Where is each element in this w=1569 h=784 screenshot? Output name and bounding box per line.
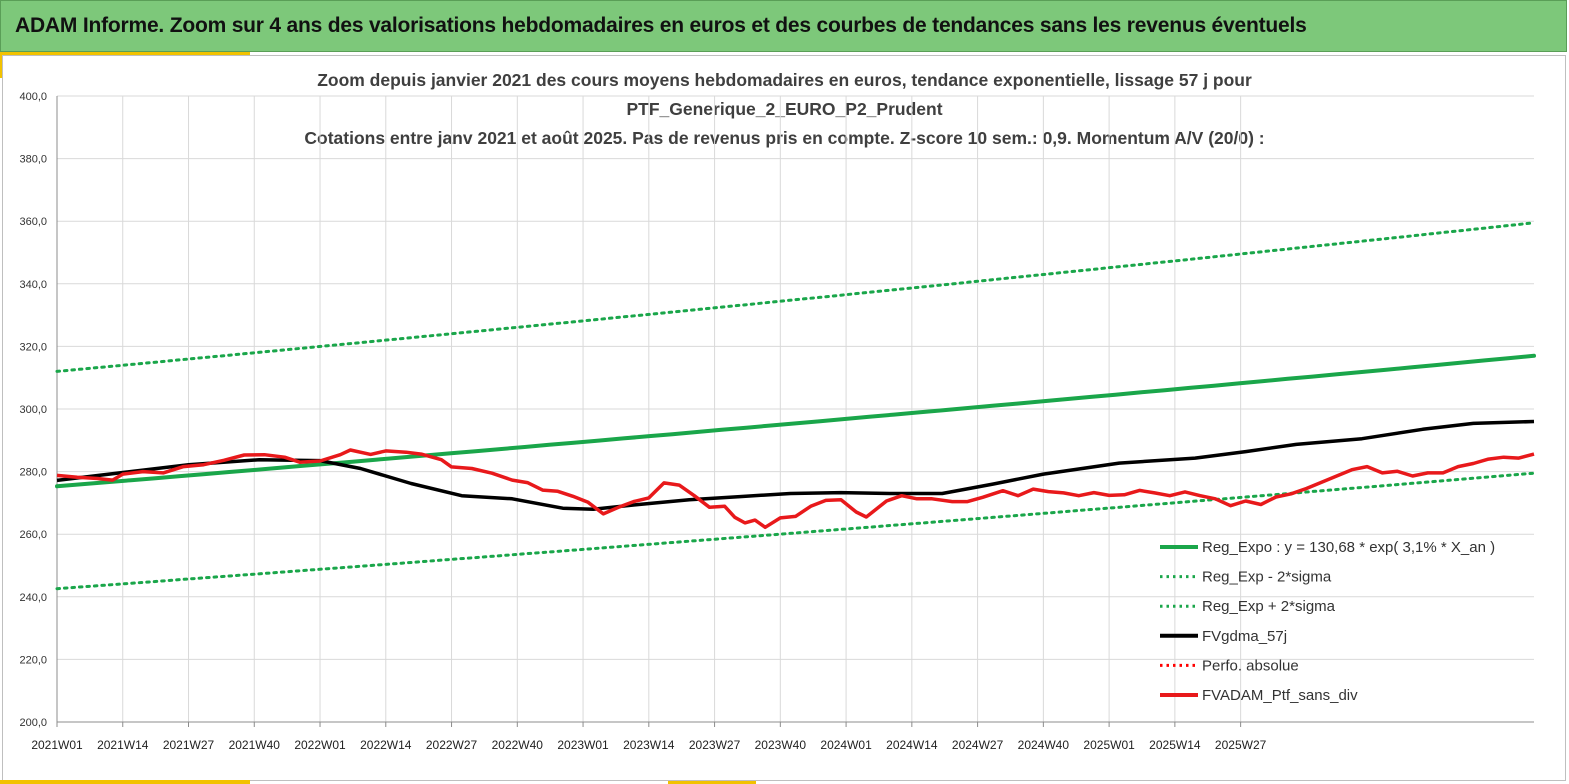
series-reg-expo-y-130-68-exp-3-1-x-an [55,353,1536,489]
x-tick-label: 2024W40 [1018,738,1070,752]
page-title: ADAM Informe. Zoom sur 4 ans des valoris… [15,14,1307,37]
x-tick-label: 2025W01 [1083,738,1135,752]
x-tick-label: 2023W40 [755,738,807,752]
x-tick-label: 2022W40 [492,738,544,752]
x-tick-label: 2024W01 [820,738,872,752]
chart-frame [2,55,1566,781]
y-tick-label: 220,0 [19,654,47,666]
chart-title-line-1: Zoom depuis janvier 2021 des cours moyen… [317,70,1252,90]
x-tick-label: 2021W01 [31,738,83,752]
legend-label: Reg_Expo : y = 130,68 * exp( 3,1% * X_an… [1202,539,1495,556]
legend-label: Reg_Exp + 2*sigma [1202,598,1336,615]
series-fvadam-ptf-sans-div [56,448,1535,530]
x-tick-label: 2021W14 [97,738,149,752]
series-reg-exp-2-sigma [55,471,1536,591]
page-banner: ADAM Informe. Zoom sur 4 ans des valoris… [0,0,1567,52]
x-tick-label: 2023W14 [623,738,675,752]
y-tick-label: 240,0 [19,592,47,604]
accent-bar-bottom [0,780,250,784]
y-tick-label: 260,0 [19,529,47,541]
chart-title-line-3: Cotations entre janv 2021 et août 2025. … [304,128,1265,148]
chart-title-line-2: PTF_Generique_2_EURO_P2_Prudent [626,99,943,119]
legend-label: FVADAM_Ptf_sans_div [1202,687,1358,704]
y-tick-label: 280,0 [19,467,47,479]
legend-label: FVgdma_57j [1202,628,1287,645]
x-tick-label: 2022W27 [426,738,478,752]
x-tick-label: 2023W27 [689,738,741,752]
y-tick-label: 400,0 [19,91,47,103]
series-reg-exp-2-sigma [55,221,1536,373]
x-tick-label: 2021W40 [229,738,281,752]
accent-bar-top [0,52,250,55]
x-tick-label: 2022W14 [360,738,412,752]
y-tick-label: 320,0 [19,341,47,353]
legend-label: Reg_Exp - 2*sigma [1202,569,1332,586]
x-tick-label: 2025W14 [1149,738,1201,752]
y-tick-label: 300,0 [19,404,47,416]
x-tick-label: 2025W27 [1215,738,1267,752]
accent-bar-bottom-2 [668,781,756,784]
x-tick-label: 2023W01 [557,738,609,752]
x-tick-label: 2024W14 [886,738,938,752]
x-tick-label: 2024W27 [952,738,1004,752]
x-tick-label: 2021W27 [163,738,215,752]
y-tick-label: 340,0 [19,279,47,291]
series-fvgdma-57j [56,419,1535,511]
y-tick-label: 360,0 [19,216,47,228]
y-tick-label: 380,0 [19,154,47,166]
x-tick-label: 2022W01 [294,738,346,752]
y-tick-label: 200,0 [19,717,47,729]
legend-label: Perfo. absolue [1202,657,1299,674]
